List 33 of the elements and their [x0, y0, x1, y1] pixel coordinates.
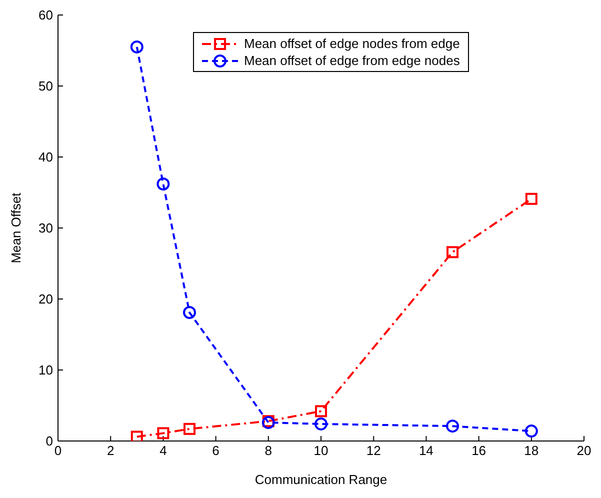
y-tick-label: 20 — [38, 292, 53, 307]
point — [130, 40, 144, 54]
y-tick-label: 10 — [38, 362, 53, 378]
y-tick-label: 0 — [46, 434, 53, 449]
legend-label: Mean offset of edge from edge nodes — [244, 52, 460, 69]
point — [446, 246, 458, 258]
x-axis-title: Communication Range — [254, 472, 388, 487]
point — [156, 177, 170, 190]
point — [446, 420, 459, 433]
x-tick-label: 16 — [472, 443, 486, 458]
x-tick-label: 6 — [212, 443, 220, 458]
x-tick-label: 18 — [524, 443, 539, 458]
legend-label: Mean offset of edge nodes from edge — [244, 35, 460, 52]
point — [524, 424, 538, 438]
point — [184, 422, 196, 435]
point — [314, 417, 328, 430]
y-axis-title: Mean Offset — [8, 192, 24, 264]
point — [157, 427, 170, 440]
point — [183, 306, 196, 319]
x-tick-label: 10 — [314, 443, 328, 458]
point — [130, 430, 143, 441]
x-tick-label: 4 — [160, 443, 167, 458]
point — [525, 192, 538, 205]
point — [315, 405, 327, 418]
y-tick-label: 50 — [38, 78, 53, 94]
y-tick-label: 40 — [38, 150, 53, 165]
x-tick-label: 12 — [366, 443, 381, 458]
x-tick-label: 20 — [576, 443, 592, 458]
y-tick-label: 60 — [38, 8, 53, 23]
x-tick-label: 2 — [106, 443, 114, 458]
y-tick-label: 30 — [38, 220, 53, 236]
x-tick-label: 14 — [418, 443, 434, 458]
x-tick-label: 8 — [264, 443, 272, 458]
